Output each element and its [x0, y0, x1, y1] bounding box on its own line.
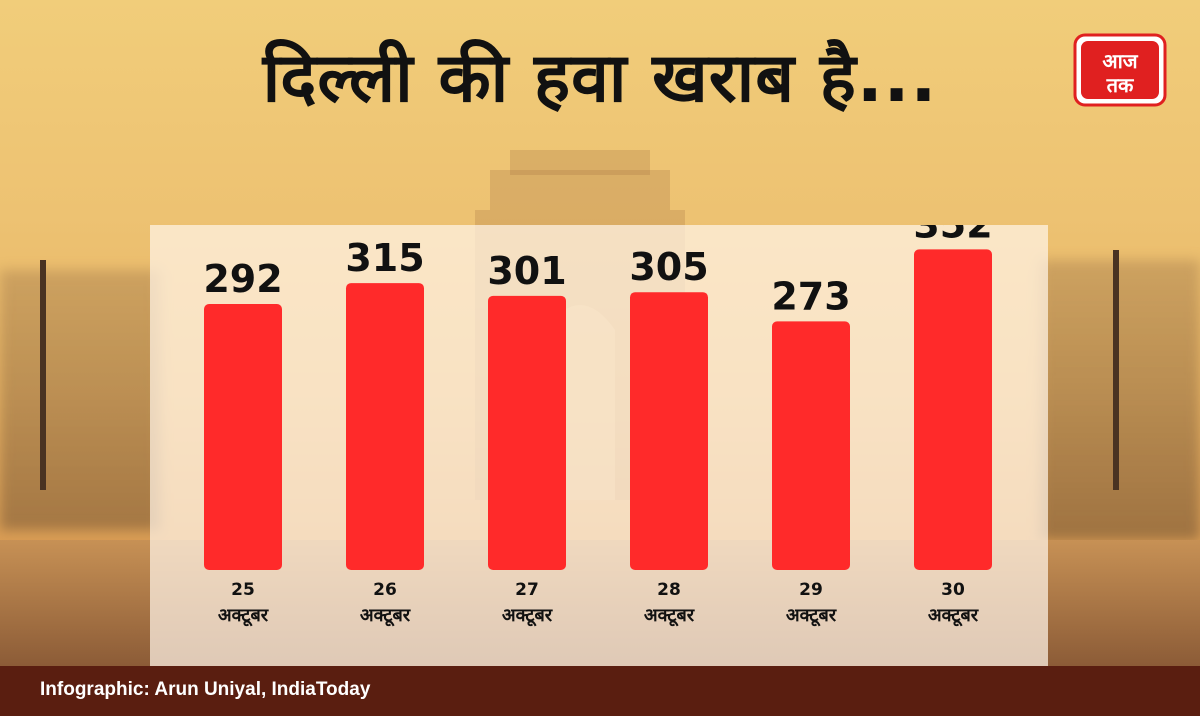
value-label-29: 273: [771, 274, 850, 318]
value-label-28: 305: [629, 245, 708, 289]
category-day-26: 26: [373, 580, 397, 600]
background-trees-left: [0, 270, 160, 530]
category-month-25: अक्टूबर: [218, 605, 269, 627]
bar-28: [630, 292, 708, 570]
chart-title: दिल्ली की हवा खराब है...: [262, 39, 938, 118]
background-trees-right: [1040, 260, 1200, 540]
bar-26: [346, 283, 424, 570]
footer-bar: Infographic: Arun Uniyal, IndiaToday: [0, 666, 1200, 716]
aaj-tak-logo: आज तक: [1073, 33, 1167, 107]
value-label-26: 315: [345, 236, 424, 280]
chart-panel: 292 25 अक्टूबर 315 26 अक्टूबर 301 27 अक्टूबर 305 2…: [150, 225, 1048, 666]
lamp-post-right: [1113, 250, 1119, 490]
category-day-27: 27: [515, 580, 539, 600]
lamp-post-left: [40, 260, 46, 490]
category-month-29: अक्टूबर: [786, 605, 837, 627]
logo-text-bottom: तक: [1106, 73, 1135, 97]
category-day-30: 30: [941, 580, 965, 600]
category-month-26: अक्टूबर: [360, 605, 411, 627]
category-day-25: 25: [231, 580, 255, 600]
category-day-28: 28: [657, 580, 681, 600]
category-month-28: अक्टूबर: [644, 605, 695, 627]
bar-30: [914, 249, 992, 570]
bar-chart: 292 25 अक्टूबर 315 26 अक्टूबर 301 27 अक्टूबर 305 2…: [203, 225, 992, 627]
bar-25: [204, 304, 282, 570]
bar-29: [772, 321, 850, 570]
category-month-27: अक्टूबर: [502, 605, 553, 627]
value-label-27: 301: [487, 249, 566, 293]
infographic-credit: Infographic: Arun Uniyal, IndiaToday: [40, 679, 371, 700]
logo-text-top: आज: [1102, 49, 1138, 73]
bar-27: [488, 295, 566, 570]
category-day-29: 29: [799, 580, 823, 600]
value-label-25: 292: [203, 257, 282, 301]
category-month-30: अक्टूबर: [928, 605, 979, 627]
value-label-30: 352: [913, 225, 992, 246]
